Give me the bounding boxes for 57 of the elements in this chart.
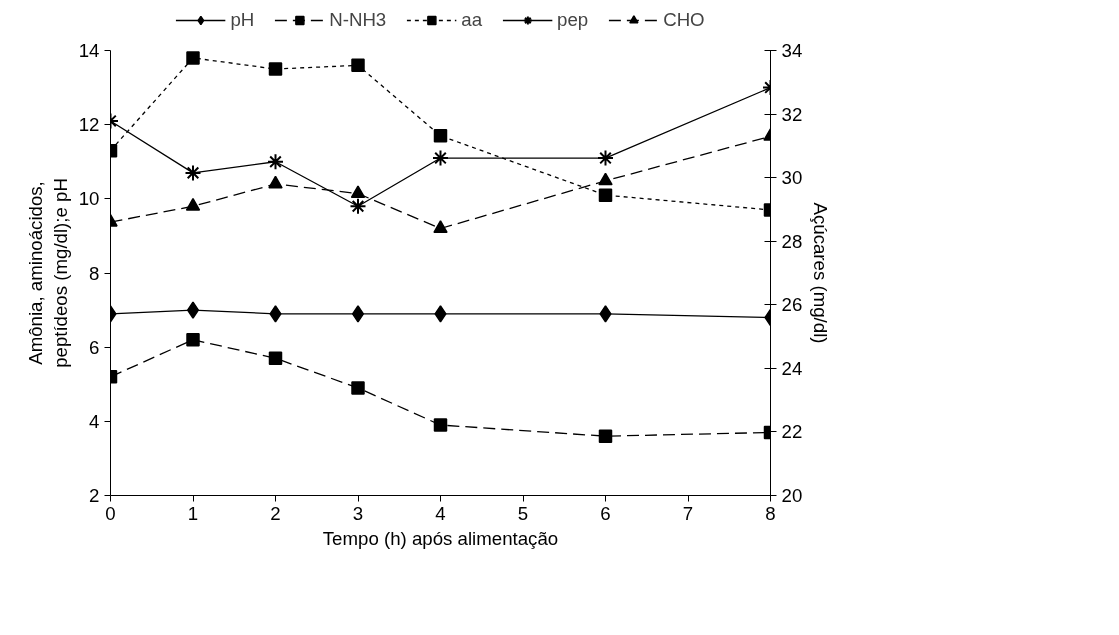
x-axis-title: Tempo (h) após alimentação bbox=[322, 527, 559, 549]
point bbox=[597, 149, 614, 167]
x-tick-label: 5 bbox=[517, 502, 529, 524]
y-tick-label: 8 bbox=[89, 262, 100, 284]
point bbox=[184, 164, 202, 182]
point bbox=[351, 381, 365, 395]
y2-tick-label: 30 bbox=[781, 167, 803, 189]
y-tick-label: 10 bbox=[78, 188, 100, 210]
point bbox=[268, 175, 283, 189]
x-tick-label: 0 bbox=[105, 502, 116, 524]
y-tick-label: 2 bbox=[89, 485, 100, 506]
point bbox=[349, 197, 367, 215]
x-tick-label: 1 bbox=[187, 502, 199, 524]
y-tick-label: 14 bbox=[78, 40, 100, 61]
x-tick-label: 4 bbox=[435, 502, 446, 524]
point bbox=[432, 149, 449, 167]
point bbox=[434, 305, 447, 323]
point bbox=[599, 305, 612, 323]
legend-label: aa bbox=[461, 9, 483, 31]
y-tick-label: 6 bbox=[89, 336, 100, 358]
y2-tick-label: 26 bbox=[781, 294, 803, 316]
y2-tick-label: 32 bbox=[781, 103, 803, 125]
legend-label: CHO bbox=[663, 9, 705, 31]
point bbox=[185, 197, 201, 211]
y-axis-title: Amônia, aminoácidos, peptídeos (mg/dl);e pH bbox=[24, 178, 71, 368]
point bbox=[186, 333, 200, 347]
point bbox=[269, 305, 282, 323]
point bbox=[598, 429, 613, 443]
y2-tick-label: 22 bbox=[781, 421, 803, 443]
x-tick-label: 6 bbox=[600, 502, 611, 524]
x-tick-label: 7 bbox=[682, 502, 694, 524]
point bbox=[268, 351, 283, 366]
point bbox=[268, 62, 283, 76]
point bbox=[433, 418, 448, 432]
y2-tick-label: 34 bbox=[781, 40, 803, 61]
point bbox=[598, 172, 613, 186]
point bbox=[186, 51, 200, 65]
point bbox=[267, 153, 284, 171]
y2-tick-label: 28 bbox=[781, 230, 803, 252]
legend-label: N-NH3 bbox=[329, 9, 387, 31]
point bbox=[351, 58, 365, 73]
legend-label: pep bbox=[557, 9, 589, 31]
x-tick-label: 3 bbox=[352, 502, 364, 524]
point bbox=[186, 301, 200, 319]
point bbox=[433, 220, 448, 233]
y2-tick-label: 20 bbox=[781, 485, 803, 506]
y2-axis-title: Açúcares (mg/dl) bbox=[810, 202, 832, 344]
y2-tick-label: 24 bbox=[781, 357, 803, 379]
y-tick-label: 4 bbox=[89, 410, 100, 432]
x-tick-label: 2 bbox=[270, 502, 281, 524]
x-tick-label: 8 bbox=[765, 502, 776, 524]
point bbox=[433, 129, 448, 143]
y-tick-label: 12 bbox=[78, 114, 100, 136]
point bbox=[350, 185, 366, 199]
legend-label: pH bbox=[230, 9, 255, 31]
point bbox=[598, 188, 613, 202]
point bbox=[351, 305, 365, 323]
